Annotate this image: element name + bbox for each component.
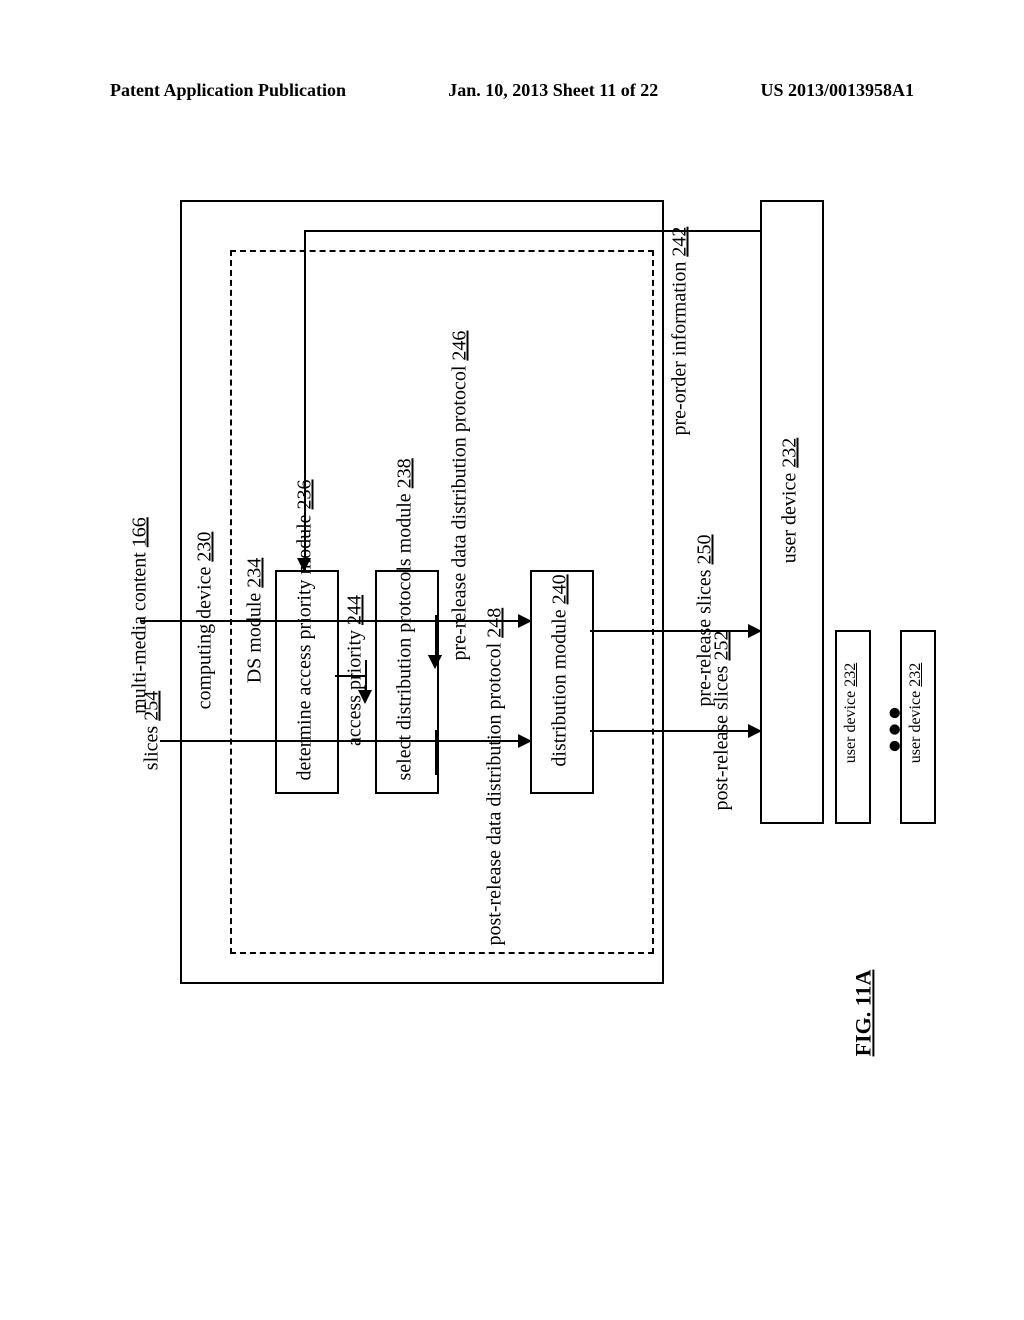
figure-caption: FIG. 11A [850, 970, 876, 1057]
slices-arrow [160, 740, 530, 742]
header-left: Patent Application Publication [110, 80, 346, 101]
post-release-slices-arrow [590, 730, 760, 732]
post-release-proto-arrow [435, 730, 437, 775]
pre-order-arrow [304, 230, 306, 570]
distribution-module-label: distribution module 240 [548, 571, 573, 771]
pre-order-arrow-horz [304, 230, 760, 232]
diagram: computing device 230 DS module 234 deter… [100, 200, 920, 1080]
pre-release-slices-arrow [590, 630, 760, 632]
slices-label: slices 254 [140, 631, 165, 831]
slices-arrowhead [518, 734, 532, 748]
user-device-1-label: user device 232 [778, 401, 803, 601]
multi-media-arrow [140, 620, 530, 622]
post-release-proto-arrowhead [428, 655, 442, 669]
user-device-2-label: user device 232 [841, 613, 861, 813]
determine-access-label: determine access priority module 236 [293, 561, 318, 781]
multi-media-arrowhead [518, 614, 532, 628]
user-device-3-label: user device 232 [906, 613, 926, 813]
header-right: US 2013/0013958A1 [760, 80, 914, 101]
post-release-slices-label: post-release slices 252 [710, 621, 735, 821]
post-release-proto-label: post-release data distribution protocol … [483, 686, 508, 946]
select-distribution-label: select distribution protocols module 238 [393, 561, 418, 781]
page-header: Patent Application Publication Jan. 10, … [0, 80, 1024, 101]
header-center: Jan. 10, 2013 Sheet 11 of 22 [448, 80, 658, 101]
pre-order-arrowhead [297, 558, 311, 572]
pre-order-label: pre-order information 242 [668, 236, 693, 436]
